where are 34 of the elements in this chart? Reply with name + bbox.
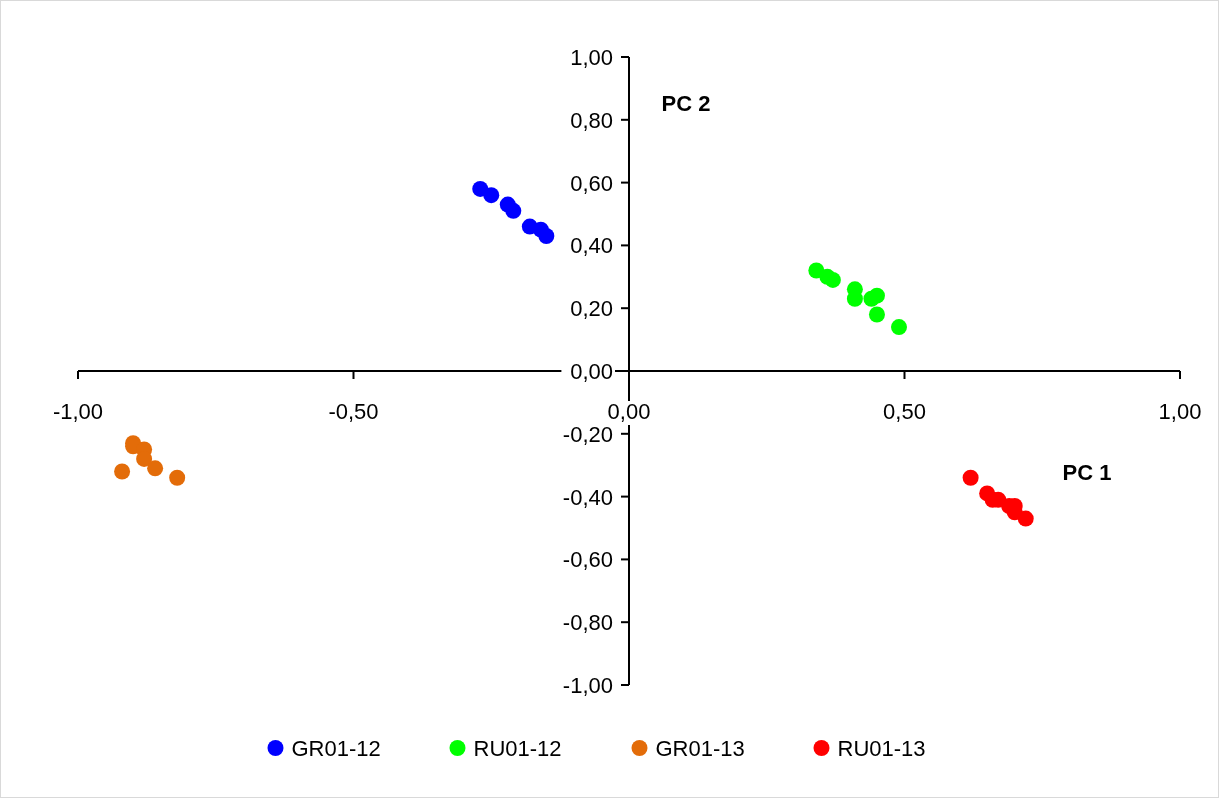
legend-label: GR01-13 [655,736,745,761]
point [483,187,500,204]
x-tick-label: -1,00 [52,399,104,424]
point [890,319,907,336]
x-tick-label: -0,50 [328,399,379,424]
point [868,287,885,304]
point [538,227,555,244]
point [114,463,131,480]
y-tick-label: -0,40 [562,484,613,510]
y-tick-label: 0,00 [570,359,613,384]
x-tick-label: 0,50 [883,399,926,424]
y-tick-label: 1,00 [570,45,613,70]
x-tick-label: 1,00 [1158,399,1202,424]
y-tick-label: -0,60 [562,547,613,573]
y-tick-label: -1,00 [562,673,613,698]
point [962,469,979,486]
y-tick-label: 0,80 [570,107,613,133]
y-tick-label: -0,80 [562,610,613,636]
y-axis-title: PC 2 [661,91,711,116]
y-tick-label: -0,20 [562,421,613,447]
point [505,202,522,219]
point [868,306,885,323]
y-tick-label: 0,20 [570,296,613,322]
legend-label: RU01-12 [473,736,562,761]
y-tick-label: 0,60 [570,170,613,196]
legend-label: GR01-12 [291,736,381,761]
point [824,271,841,288]
point [1017,510,1034,527]
legend-label: RU01-13 [837,736,926,761]
point [147,460,164,477]
y-tick-label: 0,40 [570,233,613,259]
x-tick-label: 0,00 [607,399,651,424]
point [169,469,186,486]
x-axis-title: PC 1 [1062,460,1112,485]
